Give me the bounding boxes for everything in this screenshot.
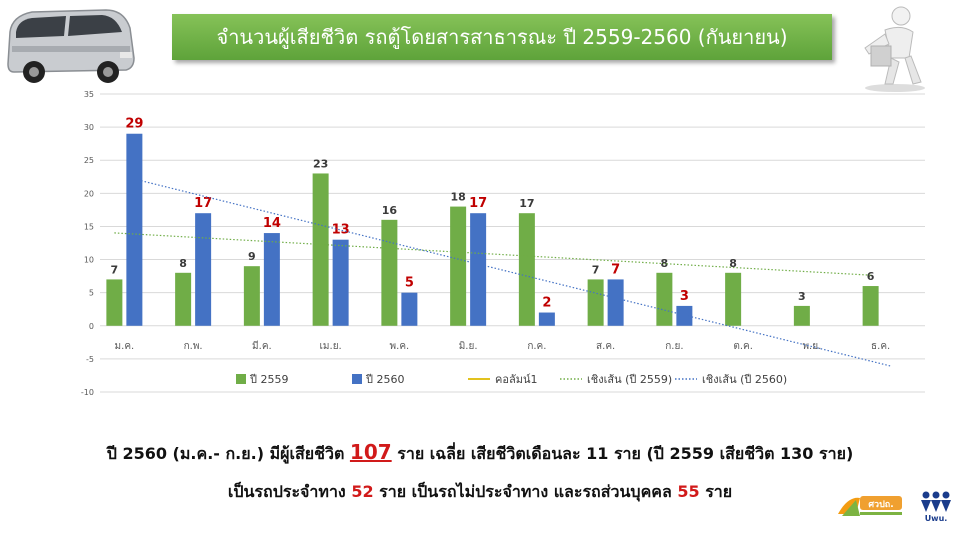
- bar-2559: [450, 206, 467, 326]
- partner-logo: Uwu.: [921, 491, 951, 522]
- x-tick-label: มิ.ย.: [459, 341, 478, 352]
- bar-2559: [312, 173, 329, 326]
- bar-2559: [175, 272, 192, 326]
- logo2-text: Uwu.: [925, 514, 948, 522]
- data-label: 8: [729, 257, 737, 270]
- bar-2560: [195, 213, 212, 326]
- bar-2559: [862, 286, 879, 326]
- legend-label: ปี 2559: [249, 373, 289, 386]
- title-banner: จำนวนผู้เสียชีวิต รถตู้โดยสารสาธารณะ ปี …: [172, 14, 832, 60]
- bar-2559: [518, 213, 535, 326]
- y-tick-label: 5: [89, 289, 94, 298]
- trendline-2560: [134, 178, 891, 367]
- data-label: 3: [798, 290, 806, 303]
- y-tick-label: 15: [84, 222, 94, 231]
- x-tick-label: พ.ค.: [390, 341, 410, 352]
- x-tick-label: ธ.ค.: [871, 341, 890, 352]
- legend-label: ปี 2560: [365, 373, 405, 386]
- data-label: 23: [313, 157, 328, 170]
- y-tick-label: -10: [81, 388, 94, 397]
- data-label: 7: [592, 263, 600, 276]
- y-tick-label: 10: [84, 256, 94, 265]
- summary-text-2a: เป็นรถประจำทาง: [227, 482, 346, 501]
- summary-line-2: เป็นรถประจำทาง 52 ราย เป็นรถไม่ประจำทาง …: [0, 480, 960, 505]
- summary-text-2c: ราย: [705, 482, 733, 501]
- trendline-2559: [114, 232, 871, 276]
- legend-label: เชิงเส้น (ปี 2559): [587, 373, 672, 386]
- bar-2560: [401, 292, 418, 326]
- x-tick-label: ต.ค.: [733, 341, 753, 352]
- data-label: 29: [125, 117, 143, 132]
- y-tick-label: 0: [89, 322, 94, 331]
- y-tick-label: -5: [86, 355, 94, 364]
- person-illustration-icon: [864, 6, 925, 92]
- bar-2560: [607, 279, 624, 326]
- summary-scheduled-count: 52: [351, 482, 374, 501]
- summary-other-count: 55: [677, 482, 700, 501]
- x-tick-label: มี.ค.: [252, 340, 272, 352]
- bar-2559: [106, 279, 123, 326]
- data-label: 2: [542, 296, 551, 311]
- legend-swatch: [352, 374, 362, 384]
- bar-2560: [126, 133, 143, 326]
- data-label: 8: [179, 257, 187, 270]
- summary-total-deaths: 107: [349, 440, 392, 464]
- x-tick-label: เม.ย.: [320, 341, 342, 352]
- x-tick-label: ม.ค.: [115, 341, 135, 352]
- data-label: 6: [867, 270, 875, 283]
- data-label: 17: [519, 197, 534, 210]
- y-tick-label: 35: [84, 90, 94, 99]
- logo1-text: ศวปถ.: [868, 499, 893, 510]
- bar-2559: [381, 219, 398, 326]
- van-image: [7, 9, 135, 83]
- bar-2559: [793, 305, 810, 326]
- x-tick-label: ก.พ.: [184, 341, 203, 352]
- data-label: 17: [194, 196, 212, 211]
- x-tick-label: ก.ค.: [527, 341, 546, 352]
- summary-text-1a: ปี 2560 (ม.ค.- ก.ย.) มีผู้เสียชีวิต: [106, 444, 345, 463]
- legend-swatch: [236, 374, 246, 384]
- page-title: จำนวนผู้เสียชีวิต รถตู้โดยสารสาธารณะ ปี …: [216, 25, 788, 49]
- data-label: 13: [332, 223, 350, 238]
- bar-2560: [538, 312, 555, 326]
- summary-line-1: ปี 2560 (ม.ค.- ก.ย.) มีผู้เสียชีวิต 107 …: [0, 440, 960, 467]
- summary-text-1b: ราย เฉลี่ย เสียชีวิตเดือนละ 11 ราย (ปี 2…: [397, 444, 854, 463]
- bar-2559: [725, 272, 742, 326]
- data-label: 7: [611, 262, 620, 277]
- y-tick-label: 25: [84, 156, 94, 165]
- x-tick-label: ส.ค.: [596, 341, 615, 352]
- data-label: 3: [680, 289, 689, 304]
- y-tick-label: 30: [84, 123, 94, 132]
- bar-2560: [470, 213, 487, 326]
- data-label: 16: [382, 204, 398, 217]
- data-label: 7: [111, 263, 119, 276]
- y-tick-label: 20: [84, 189, 94, 198]
- legend-label: คอลัมน์1: [495, 373, 537, 386]
- organization-logo: ศวปถ.: [838, 496, 902, 516]
- data-label: 5: [405, 276, 414, 291]
- data-label: 17: [469, 196, 487, 211]
- summary-text-2b: ราย เป็นรถไม่ประจำทาง และรถส่วนบุคคล: [379, 482, 672, 501]
- legend-label: เชิงเส้น (ปี 2560): [702, 373, 787, 386]
- data-label: 9: [248, 250, 256, 263]
- bar-2560: [676, 305, 693, 326]
- data-label: 18: [450, 191, 465, 204]
- x-tick-label: ก.ย.: [665, 341, 683, 352]
- bar-2560: [332, 239, 349, 326]
- bar-2559: [656, 272, 673, 326]
- data-label: 14: [263, 216, 281, 231]
- bar-2559: [243, 266, 260, 326]
- bar-2560: [263, 233, 280, 326]
- bar-2559: [587, 279, 604, 326]
